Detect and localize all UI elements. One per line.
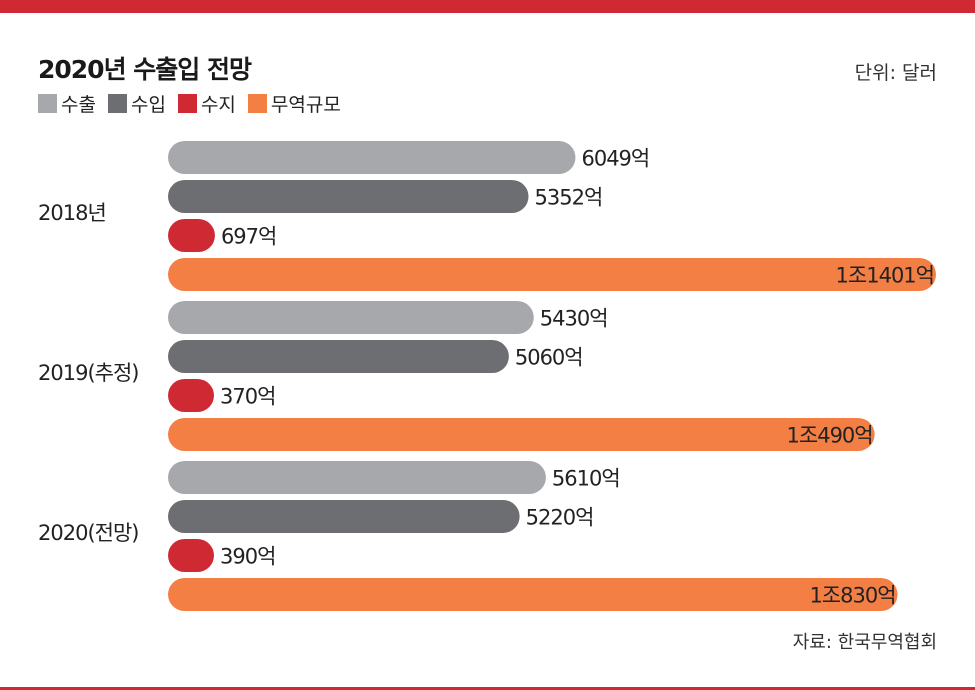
bar-import — [168, 340, 509, 373]
value-label-balance: 370억 — [220, 385, 275, 409]
legend-item-import: 수입 — [107, 90, 166, 117]
value-label-export: 5610억 — [552, 467, 620, 491]
legend: 수출 수입 수지 무역규모 — [38, 90, 353, 117]
value-label-trade-volume: 1조490억 — [787, 424, 873, 448]
bar-balance — [168, 379, 214, 412]
top-rule — [0, 0, 975, 13]
value-label-balance: 390억 — [220, 545, 275, 569]
category-label: 2018년 — [38, 201, 106, 225]
value-label-export: 5430억 — [540, 307, 608, 331]
bar-import — [168, 500, 520, 533]
legend-swatch-export — [38, 94, 57, 113]
chart-title: 2020년 수출입 전망 — [38, 55, 252, 84]
bar-trade-volume — [168, 578, 898, 611]
bar-trade-volume — [168, 418, 875, 451]
bar-export — [168, 141, 576, 174]
value-label-trade-volume: 1조830억 — [809, 584, 895, 608]
value-label-import: 5220억 — [526, 506, 594, 530]
legend-item-trade-volume: 무역규모 — [247, 90, 341, 117]
bottom-rule — [0, 687, 975, 690]
legend-item-balance: 수지 — [177, 90, 236, 117]
bar-export — [168, 301, 534, 334]
bar-balance — [168, 219, 215, 252]
legend-item-export: 수출 — [38, 90, 96, 117]
legend-label-trade-volume: 무역규모 — [270, 94, 341, 116]
value-label-trade-volume: 1조1401억 — [836, 264, 934, 288]
category-label: 2019(추정) — [38, 361, 138, 385]
bar-export — [168, 461, 546, 494]
bar-import — [168, 180, 529, 213]
value-label-balance: 697억 — [221, 225, 276, 249]
legend-label-export: 수출 — [61, 94, 96, 116]
source-label: 자료: 한국무역협회 — [792, 632, 937, 653]
legend-swatch-trade-volume — [247, 94, 267, 113]
legend-swatch-import — [107, 94, 127, 113]
value-label-export: 6049억 — [581, 147, 649, 171]
bar-balance — [168, 539, 214, 572]
legend-label-import: 수입 — [130, 94, 166, 116]
value-label-import: 5352억 — [535, 186, 603, 210]
bar-trade-volume — [168, 258, 936, 291]
category-label: 2020(전망) — [38, 521, 138, 545]
unit-label: 단위: 달러 — [854, 62, 937, 84]
legend-label-balance: 수지 — [200, 94, 236, 116]
legend-swatch-balance — [177, 94, 197, 113]
value-label-import: 5060억 — [515, 346, 583, 370]
